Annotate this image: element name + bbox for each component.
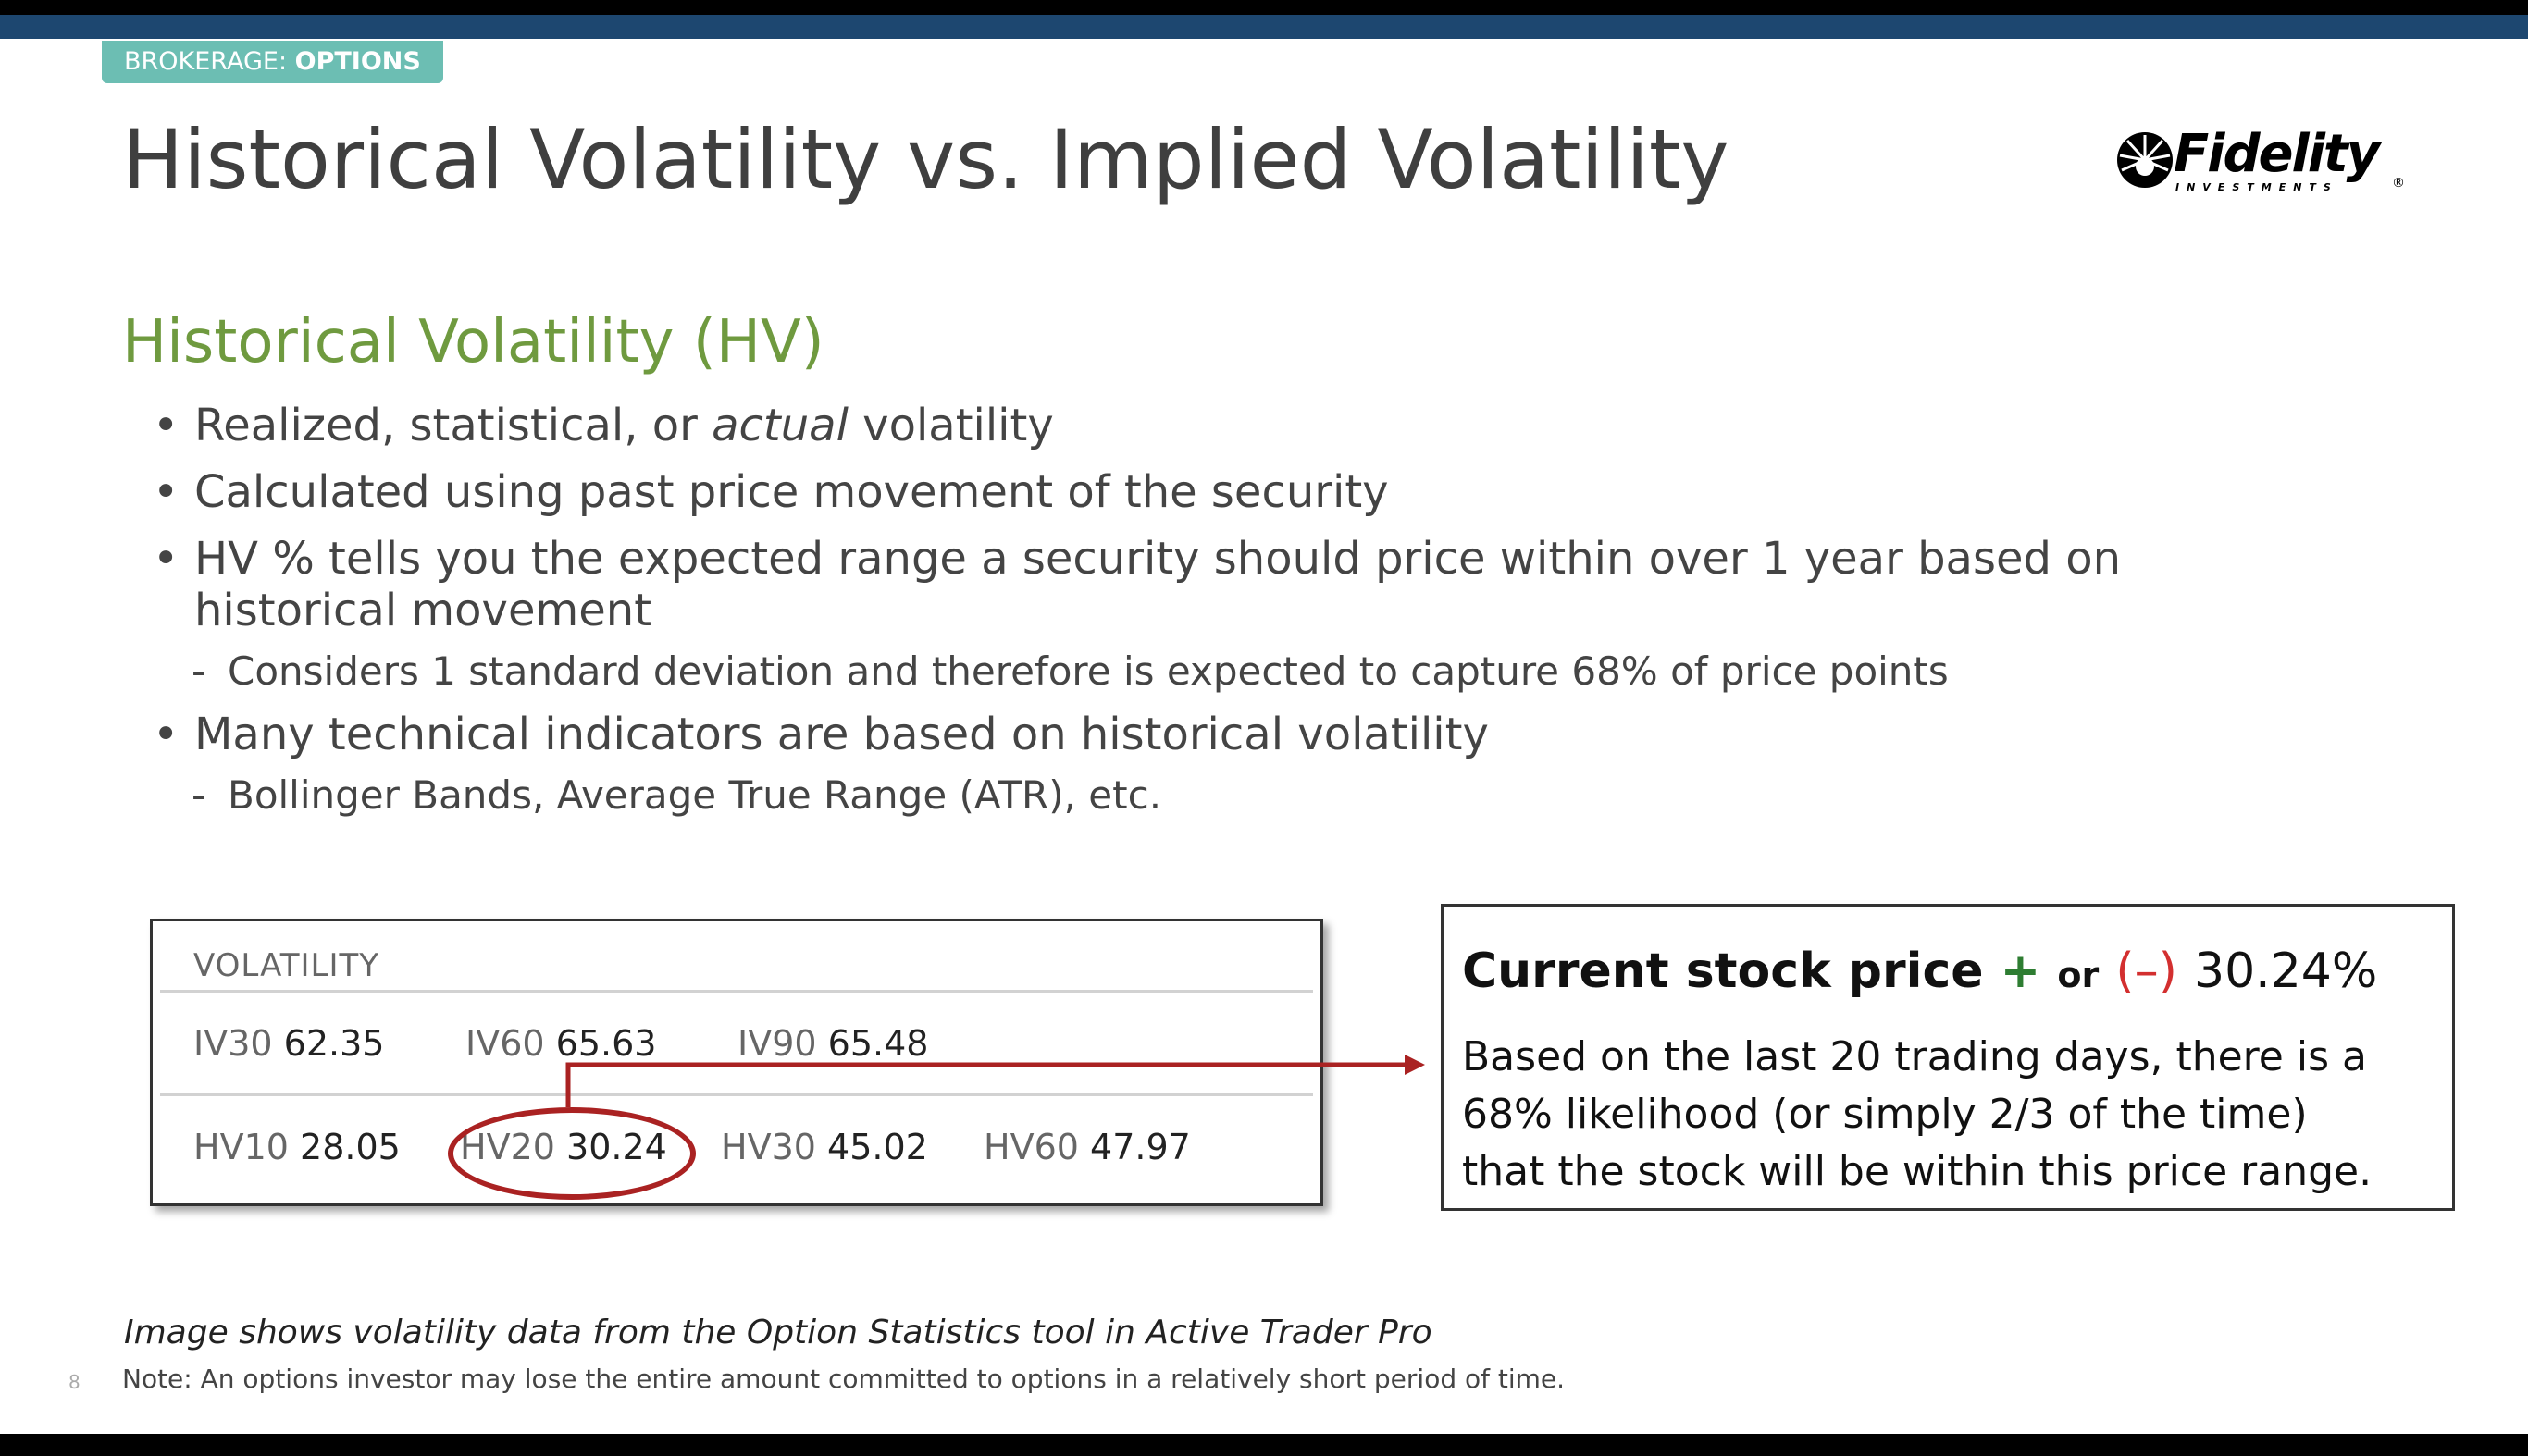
tag-bold: OPTIONS xyxy=(294,47,421,76)
disclaimer: Note: An options investor may lose the e… xyxy=(122,1363,1566,1394)
slide-title: Historical Volatility vs. Implied Volati… xyxy=(122,112,1729,207)
volatility-heading: VOLATILITY xyxy=(193,947,380,984)
logo-word: Fidelity xyxy=(2174,124,2380,184)
divider xyxy=(160,990,1313,993)
image-caption: Image shows volatility data from the Opt… xyxy=(124,1314,1432,1351)
divider xyxy=(160,1093,1313,1096)
bullet-list: Realized, statistical, or actual volatil… xyxy=(153,400,2207,833)
callout-box: Current stock price + or (–) 30.24% Base… xyxy=(1441,904,2455,1211)
bullet-item-3: HV % tells you the expected range a secu… xyxy=(153,533,2147,636)
stat-label: IV90 xyxy=(737,1023,817,1064)
stat-label: HV30 xyxy=(721,1127,816,1167)
callout-heading: Current stock price + or (–) 30.24% xyxy=(1462,944,2377,999)
top-black-band xyxy=(0,0,2528,15)
fidelity-logo: Fidelity INVESTMENTS ® xyxy=(2114,124,2410,202)
section-tag: BROKERAGE: OPTIONS xyxy=(102,41,443,83)
stat-label: HV60 xyxy=(984,1127,1079,1167)
plus-sign: + xyxy=(2000,944,2041,999)
bullet-1-tail: volatility xyxy=(848,400,1054,451)
bullet-item-4: Many technical indicators are based on h… xyxy=(153,709,2207,760)
bullet-1-text: Realized, statistical, or xyxy=(194,400,713,451)
callout-line-1: Based on the last 20 trading days, there… xyxy=(1462,1033,2367,1080)
stat-label: IV30 xyxy=(193,1023,273,1064)
logo-subtitle: INVESTMENTS xyxy=(2175,181,2338,193)
stat-label: HV10 xyxy=(193,1127,289,1167)
sub-bullet-4: Bollinger Bands, Average True Range (ATR… xyxy=(153,771,2207,820)
sub-bullet-3: Considers 1 standard deviation and there… xyxy=(153,648,2207,696)
stat-value: 47.97 xyxy=(1090,1127,1191,1167)
callout-body: Based on the last 20 trading days, there… xyxy=(1462,1029,2443,1201)
iv30-stat: IV30 62.35 xyxy=(193,1023,384,1064)
hv30-stat: HV30 45.02 xyxy=(721,1127,928,1167)
or-text: or xyxy=(2057,955,2100,995)
stat-value: 65.48 xyxy=(827,1023,929,1064)
callout-head-text: Current stock price xyxy=(1462,944,1984,999)
page-number: 8 xyxy=(68,1371,81,1393)
bullet-item-1: Realized, statistical, or actual volatil… xyxy=(153,400,2207,451)
stat-value: 65.63 xyxy=(555,1023,657,1064)
top-blue-bar xyxy=(0,15,2528,39)
stat-value: 62.35 xyxy=(283,1023,385,1064)
stat-value: 45.02 xyxy=(827,1127,928,1167)
stat-value: 28.05 xyxy=(300,1127,401,1167)
section-heading: Historical Volatility (HV) xyxy=(122,308,824,376)
fidelity-starburst-icon xyxy=(2117,132,2173,188)
minus-sign: (–) xyxy=(2115,944,2177,999)
callout-line-2: 68% likelihood (or simply 2/3 of the tim… xyxy=(1462,1091,2308,1138)
bottom-black-band xyxy=(0,1434,2528,1456)
bullet-1-emphasis: actual xyxy=(712,400,849,451)
hv20-highlight-oval xyxy=(448,1107,696,1200)
hv60-stat: HV60 47.97 xyxy=(984,1127,1191,1167)
callout-line-3: that the stock will be within this price… xyxy=(1462,1148,2373,1195)
callout-percent: 30.24% xyxy=(2194,944,2378,999)
bullet-item-2: Calculated using past price movement of … xyxy=(153,466,2207,518)
iv90-stat: IV90 65.48 xyxy=(737,1023,928,1064)
logo-registered-mark: ® xyxy=(2392,176,2405,191)
hv10-stat: HV10 28.05 xyxy=(193,1127,401,1167)
stat-label: IV60 xyxy=(465,1023,545,1064)
tag-prefix: BROKERAGE: xyxy=(124,47,288,76)
iv60-stat: IV60 65.63 xyxy=(465,1023,656,1064)
